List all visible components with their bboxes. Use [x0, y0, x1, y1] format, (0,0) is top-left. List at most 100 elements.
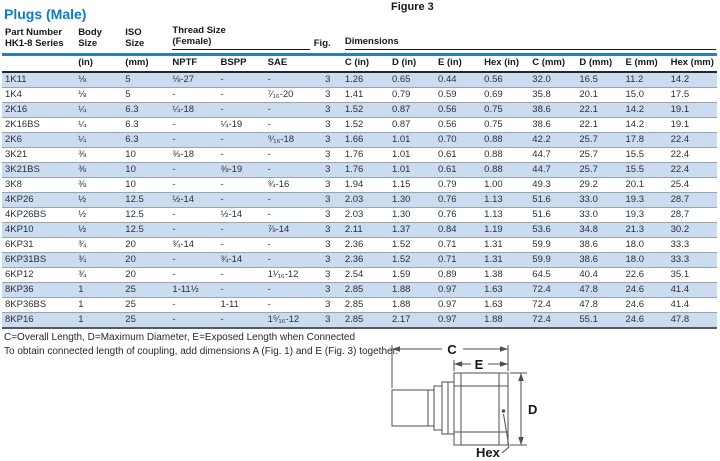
part-number-cell: 8KP36 [2, 282, 76, 298]
table-row: 8KP16 1 25- -1⁵⁄₁₆-12 3 2.85 2.17 0.97 1.88 72.4 5… [2, 312, 717, 329]
col-header-dimensions: Dimensions [341, 26, 717, 56]
value-cell: 30.2 [667, 222, 717, 238]
value-cell: - [169, 222, 218, 238]
table-row: 1K11 ⅛ 5 ⅛-27- -3 1.26 0.65 0.44 0.56 32.0 16.5 11.… [2, 72, 717, 88]
plug-collar-step1 [433, 385, 443, 431]
value-cell: 72.4 [529, 312, 577, 329]
value-cell: 1.30 [388, 192, 436, 208]
value-cell: - [264, 147, 311, 163]
value-cell: 3 [310, 282, 342, 298]
value-cell: 1.59 [388, 267, 436, 283]
value-cell: 25.7 [576, 147, 623, 163]
value-cell: 0.84 [435, 222, 482, 238]
value-cell: 1 [75, 282, 123, 298]
part-number-cell: 6KP31 [2, 237, 76, 253]
plug-hex-body [453, 372, 509, 446]
value-cell: 14.2 [667, 72, 717, 88]
value-cell: 6.3 [122, 102, 170, 118]
part-number-cell: 1K11 [2, 72, 76, 88]
value-cell: ¾-14 [169, 237, 218, 253]
value-cell: 3 [310, 267, 342, 283]
value-cell: 1⁵⁄₁₆-12 [264, 312, 311, 329]
value-cell: 22.4 [667, 147, 717, 163]
value-cell: 1.31 [481, 237, 530, 253]
value-cell: 3 [310, 147, 342, 163]
value-cell: 44.7 [529, 162, 577, 178]
subheader-hex-in: Hex (in) [481, 54, 530, 73]
plugs-spec-table: Part Number HK1-8 Series Body Size ISO S… [2, 25, 717, 329]
value-cell: 47.8 [667, 312, 717, 329]
value-cell: 1.52 [388, 237, 436, 253]
value-cell: 0.56 [435, 102, 482, 118]
value-cell: - [169, 252, 218, 268]
value-cell: 35.8 [529, 87, 577, 103]
table-row: 4KP10 ½ 12.5- - ⅞-14 3 2.11 1.37 0.84 1.19 53.6 34.… [2, 222, 717, 238]
dimension-d-label: D [528, 402, 537, 417]
value-cell: 25 [122, 297, 170, 313]
value-cell: - [169, 312, 218, 329]
hex-leader-dot [501, 409, 506, 413]
table-row: 2K16 ¼ 6.3 ¼-18- -3 1.52 0.87 0.56 0.75 38.6 22.1 1… [2, 102, 717, 118]
value-cell: 3 [310, 177, 342, 193]
value-cell: 34.8 [576, 222, 623, 238]
part-number-cell: 3K21BS [2, 162, 76, 178]
part-number-cell: 6KP31BS [2, 252, 76, 268]
value-cell: ⅞-14 [264, 222, 311, 238]
figure-number-label: Figure 3 [391, 1, 434, 13]
value-cell: 2.54 [341, 267, 389, 283]
value-cell: 17.5 [667, 87, 717, 103]
hex-leader-line [501, 413, 510, 454]
value-cell: 20.1 [576, 87, 623, 103]
value-cell: 1.15 [388, 177, 436, 193]
subheader-c-in: C (in) [341, 54, 389, 73]
value-cell: 1 [75, 312, 123, 329]
value-cell: 1.13 [481, 207, 530, 223]
table-row: 4KP26 ½ 12.5 ½-14- -3 2.03 1.30 0.76 1.13 51.6 33.… [2, 192, 717, 208]
value-cell: 0.79 [388, 87, 436, 103]
value-cell: 1.01 [388, 132, 436, 148]
value-cell: 28.7 [667, 192, 717, 208]
value-cell: 0.76 [435, 207, 482, 223]
value-cell: 0.75 [481, 102, 530, 118]
value-cell: 0.56 [435, 117, 482, 133]
subheader-blank-fig [310, 54, 342, 73]
value-cell: 22.1 [576, 102, 623, 118]
value-cell: 24.6 [622, 297, 668, 313]
value-cell: - [264, 162, 311, 178]
table-row: 6KP31 ¾ 20 ¾-14- -3 2.36 1.52 0.71 1.31 59.9 38.6 1… [2, 237, 717, 253]
value-cell: ¼ [75, 132, 123, 148]
value-cell: 12.5 [122, 192, 170, 208]
value-cell: - [217, 177, 265, 193]
value-cell: ¾ [75, 237, 123, 253]
value-cell: 2.85 [341, 297, 389, 313]
table-header: Part Number HK1-8 Series Body Size ISO S… [2, 25, 717, 73]
value-cell: 2.36 [341, 237, 389, 253]
value-cell: 6.3 [122, 132, 170, 148]
value-cell: ⅛-27 [169, 72, 218, 88]
value-cell: 0.75 [481, 117, 530, 133]
value-cell: 10 [122, 147, 170, 163]
value-cell: 51.6 [529, 207, 577, 223]
value-cell: 1.19 [481, 222, 530, 238]
value-cell: 0.76 [435, 192, 482, 208]
value-cell: 0.88 [481, 147, 530, 163]
subheader-e-in: E (in) [435, 54, 482, 73]
value-cell: ¾-16 [264, 177, 311, 193]
value-cell: 0.59 [435, 87, 482, 103]
value-cell: ¼ [75, 117, 123, 133]
value-cell: 72.4 [529, 297, 577, 313]
value-cell: ¼-18 [169, 102, 218, 118]
value-cell: 41.4 [667, 297, 717, 313]
value-cell: 3 [310, 207, 342, 223]
value-cell: 49.3 [529, 177, 577, 193]
value-cell: - [264, 117, 311, 133]
value-cell: ⅜ [75, 147, 123, 163]
value-cell: ⁷⁄₁₆-20 [264, 87, 311, 103]
value-cell: 1 [75, 297, 123, 313]
value-cell: 25.7 [576, 162, 623, 178]
subheader-d-mm: D (mm) [576, 54, 623, 73]
value-cell: 14.2 [622, 117, 668, 133]
value-cell: 12.5 [122, 207, 170, 223]
value-cell: ½ [75, 222, 123, 238]
